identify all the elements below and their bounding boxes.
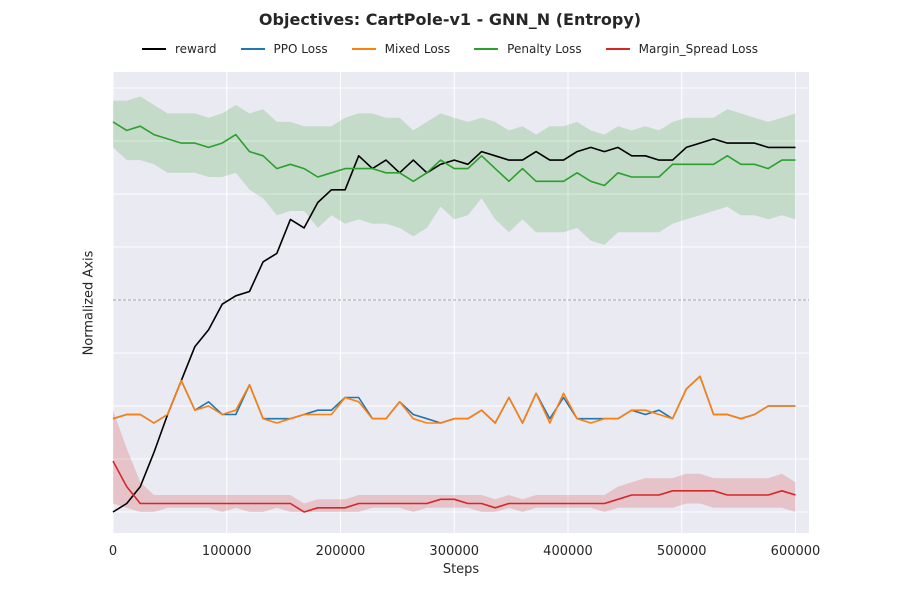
legend-item-penalty-loss: Penalty Loss (474, 42, 582, 56)
legend-swatch (351, 48, 376, 50)
legend-label: Margin_Spread Loss (638, 42, 758, 56)
series-line-reward (112, 138, 796, 513)
x-tick-label: 400000 (543, 544, 593, 559)
legend-swatch (141, 48, 166, 50)
legend-item-margin-spread-loss: Margin_Spread Loss (605, 42, 758, 56)
legend-item-ppo-loss: PPO Loss (240, 42, 328, 56)
legend-label: PPO Loss (273, 42, 328, 56)
series-line-penalty-loss (112, 121, 796, 187)
legend-swatch (474, 48, 499, 50)
chart-title: Objectives: CartPole-v1 - GNN_N (Entropy… (258, 10, 642, 29)
legend-item-mixed-loss: Mixed Loss (351, 42, 451, 56)
x-tick-label: 200000 (316, 544, 366, 559)
legend: reward PPO Loss Mixed Loss Penalty Loss Marg… (0, 42, 900, 56)
legend-swatch (605, 48, 630, 50)
band-margin-spread-loss (113, 410, 796, 512)
y-axis-label: Normalized Axis (81, 250, 97, 356)
legend-label: Penalty Loss (507, 42, 582, 56)
legend-label: Mixed Loss (384, 42, 451, 56)
legend-item-reward: reward (141, 42, 217, 56)
series-line-mixed-loss (112, 375, 796, 424)
band-penalty-loss (113, 96, 796, 245)
series-line-margin-spread-loss (112, 460, 796, 513)
x-tick-label: 100000 (202, 544, 252, 559)
x-tick-label: 0 (109, 544, 117, 559)
legend-swatch (240, 48, 265, 50)
x-axis-label: Steps (442, 562, 480, 577)
x-tick-label: 500000 (657, 544, 707, 559)
x-tick-label: 600000 (771, 544, 821, 559)
legend-label: reward (174, 42, 217, 56)
x-tick-label: 300000 (429, 544, 479, 559)
plot-background (113, 72, 809, 533)
